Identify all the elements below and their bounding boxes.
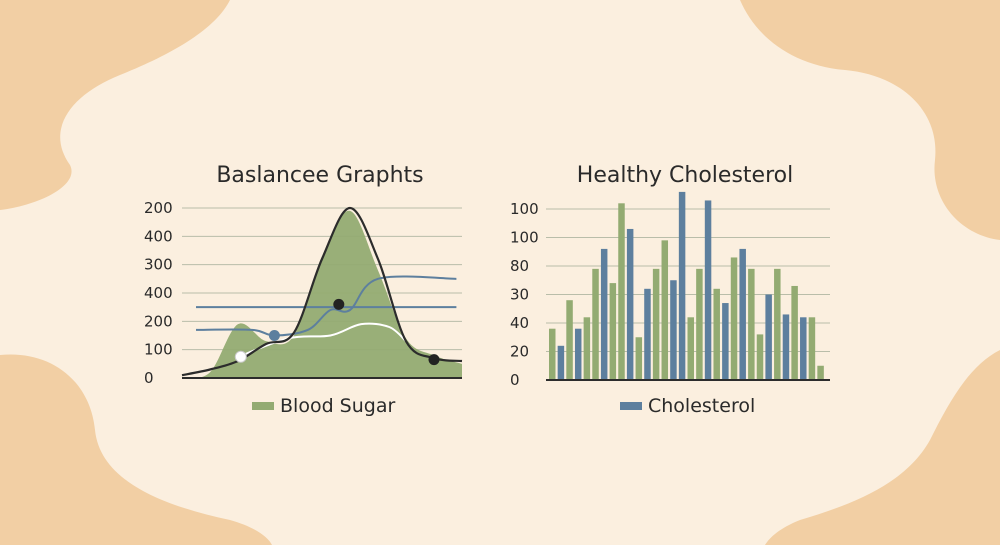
cholesterol-bar-green: [696, 268, 703, 380]
right-legend: Cholesterol: [620, 395, 755, 417]
cholesterol-swatch: [620, 402, 642, 410]
cholesterol-bar-green: [756, 334, 764, 380]
cholesterol-bar-green: [791, 285, 798, 380]
cholesterol-bar-green: [566, 300, 573, 380]
cholesterol-bar-green: [817, 365, 824, 380]
cholesterol-bar-blue: [704, 200, 712, 380]
left-y-tick-label: 300: [144, 256, 173, 274]
cholesterol-bar-green: [808, 317, 816, 380]
right-chart-title: Healthy Cholesterol: [576, 163, 794, 188]
data-point-marker: [234, 350, 247, 363]
cholesterol-bar-blue: [670, 280, 677, 380]
right-y-tick-label: 30: [510, 286, 529, 304]
blood-sugar-swatch: [252, 402, 274, 410]
blood-sugar-legend-label: Blood Sugar: [280, 395, 396, 417]
cholesterol-bar-green: [713, 288, 720, 380]
cholesterol-legend-label: Cholesterol: [648, 395, 756, 417]
right-y-tick-label: 20: [510, 343, 529, 361]
cholesterol-bar-blue: [678, 191, 686, 380]
left-chart-title: Baslancee Graphts: [216, 163, 424, 188]
background-blob-bottom-left: [0, 354, 272, 545]
cholesterol-bar-green: [549, 328, 556, 380]
right-y-tick-label: 80: [510, 257, 529, 275]
outline-curve: [181, 206, 463, 377]
cholesterol-bar-green: [748, 268, 755, 380]
cholesterol-bar-blue: [739, 248, 746, 380]
background-blob-top-right: [740, 0, 1000, 240]
cholesterol-bar-green: [635, 337, 643, 380]
cholesterol-bar-blue: [800, 317, 807, 380]
cholesterol-bar-green: [687, 317, 694, 380]
cholesterol-bar-blue: [765, 294, 772, 380]
cholesterol-bar-green: [730, 257, 738, 380]
right-y-tick-label: 40: [510, 314, 529, 332]
blood-sugar-area: [182, 210, 462, 379]
cholesterol-bar-blue: [626, 228, 634, 380]
cholesterol-bar-green: [583, 317, 591, 380]
background-blob-bottom-right: [765, 350, 1000, 545]
background-blob-top-left: [0, 0, 230, 210]
cholesterol-bar-green: [618, 203, 625, 380]
cholesterol-bar-green: [661, 240, 669, 380]
cholesterol-bar-blue: [574, 328, 582, 380]
data-point-marker: [428, 354, 440, 366]
right-y-tick-label: 0: [510, 371, 520, 389]
blue-series-line: [195, 275, 457, 337]
cholesterol-bar-green: [592, 268, 599, 380]
cholesterol-bar-green: [652, 268, 660, 380]
cholesterol-bar-blue: [644, 288, 651, 380]
left-y-tick-label: 200: [144, 312, 173, 330]
data-point-marker: [268, 330, 280, 341]
left-y-tick-label: 400: [144, 227, 173, 245]
cholesterol-bar-blue: [722, 303, 729, 380]
left-y-tick-label: 200: [144, 199, 173, 217]
right-y-tick-label: 100: [510, 229, 539, 247]
cholesterol-bar-blue: [557, 345, 565, 380]
data-point-marker: [333, 298, 345, 310]
white-series-line: [234, 322, 407, 360]
right-y-tick-label: 100: [510, 200, 539, 218]
left-y-tick-label: 400: [144, 284, 173, 302]
left-legend: Blood Sugar: [252, 395, 395, 417]
left-y-tick-label: 100: [144, 341, 173, 359]
cholesterol-bar-blue: [600, 248, 608, 380]
cholesterol-bar-green: [774, 268, 781, 380]
cholesterol-bar-blue: [782, 314, 790, 380]
left-y-tick-label: 0: [144, 369, 154, 387]
cholesterol-bar-green: [609, 283, 617, 380]
